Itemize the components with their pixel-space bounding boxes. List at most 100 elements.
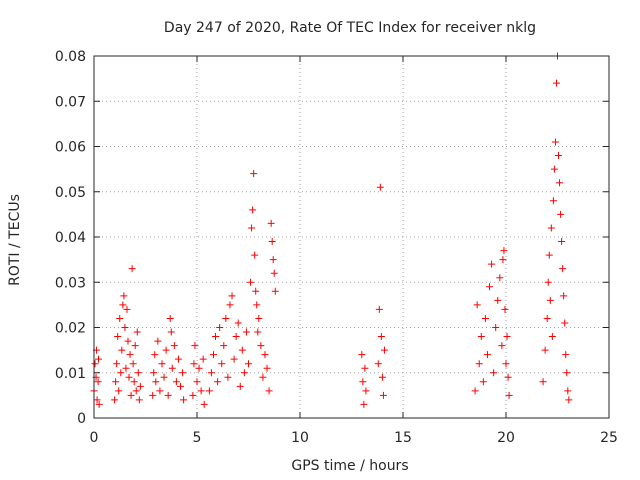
x-tick-label: 20 xyxy=(497,430,515,446)
data-point xyxy=(128,265,136,273)
data-point xyxy=(259,373,267,381)
data-point xyxy=(114,333,122,341)
data-point xyxy=(267,219,275,227)
data-point xyxy=(564,387,572,395)
data-point xyxy=(224,373,232,381)
data-point xyxy=(115,387,123,395)
data-point xyxy=(255,314,263,322)
y-tick-label: 0.01 xyxy=(55,366,86,382)
data-point xyxy=(379,391,387,399)
data-point xyxy=(197,387,205,395)
data-point xyxy=(214,378,222,386)
data-point xyxy=(561,319,569,327)
data-point xyxy=(166,314,174,322)
data-point xyxy=(269,256,277,264)
data-point xyxy=(228,292,236,300)
data-point xyxy=(551,138,559,146)
data-point xyxy=(209,351,217,359)
data-points xyxy=(90,52,573,408)
data-point xyxy=(552,79,560,87)
data-point xyxy=(471,387,479,395)
data-point xyxy=(172,378,180,386)
data-point xyxy=(151,351,159,359)
data-point xyxy=(230,355,238,363)
data-point xyxy=(479,378,487,386)
data-point xyxy=(562,351,570,359)
data-point xyxy=(362,387,370,395)
data-point xyxy=(180,396,188,404)
data-point xyxy=(559,265,567,273)
y-tick-label: 0 xyxy=(77,411,86,427)
data-point xyxy=(126,351,134,359)
data-point xyxy=(179,369,187,377)
data-point xyxy=(131,342,139,350)
data-point xyxy=(112,378,120,386)
data-point xyxy=(473,301,481,309)
data-point xyxy=(250,170,258,178)
data-point xyxy=(238,346,246,354)
data-point xyxy=(94,378,102,386)
y-tick-label: 0.07 xyxy=(55,94,86,110)
data-point xyxy=(502,360,510,368)
x-tick-label: 5 xyxy=(193,430,202,446)
data-point xyxy=(205,387,213,395)
data-point xyxy=(133,328,141,336)
data-point xyxy=(124,337,132,345)
data-point xyxy=(113,360,121,368)
data-point xyxy=(548,333,556,341)
data-point xyxy=(253,301,261,309)
data-point xyxy=(136,382,144,390)
data-point xyxy=(160,373,168,381)
data-point xyxy=(500,247,508,255)
data-point xyxy=(268,238,276,246)
data-point xyxy=(477,333,485,341)
data-point xyxy=(152,378,160,386)
y-tick-label: 0.05 xyxy=(55,185,86,201)
data-point xyxy=(162,346,170,354)
data-point xyxy=(220,342,228,350)
data-point xyxy=(200,400,208,408)
data-point xyxy=(167,328,175,336)
x-axis-ticks: 0 5 10 15 20 25 xyxy=(90,56,618,446)
data-point xyxy=(560,292,568,300)
data-point xyxy=(91,360,99,368)
data-point xyxy=(492,324,500,331)
data-point xyxy=(544,278,552,286)
y-tick-label: 0.08 xyxy=(55,49,86,65)
data-point xyxy=(543,314,551,322)
data-point xyxy=(563,369,571,377)
data-point xyxy=(375,305,383,313)
data-point xyxy=(111,396,119,404)
data-point xyxy=(556,179,564,187)
data-point xyxy=(191,342,199,350)
data-point xyxy=(546,296,554,304)
data-point xyxy=(261,351,269,359)
data-point xyxy=(254,328,262,336)
y-tick-label: 0.04 xyxy=(55,230,86,246)
x-tick-label: 0 xyxy=(90,430,99,446)
data-point xyxy=(177,382,185,390)
data-point xyxy=(93,396,101,404)
data-point xyxy=(501,305,509,313)
data-point xyxy=(174,355,182,363)
data-point xyxy=(158,360,166,368)
y-axis-label: ROTI / TECUs xyxy=(7,194,23,286)
data-point xyxy=(195,364,203,372)
data-point xyxy=(132,387,140,395)
data-point xyxy=(121,324,129,331)
data-point xyxy=(123,305,131,313)
data-point xyxy=(547,224,555,232)
data-point xyxy=(168,364,176,372)
data-point xyxy=(116,314,124,322)
data-point xyxy=(129,360,137,368)
data-point xyxy=(222,314,230,322)
y-tick-label: 0.02 xyxy=(55,321,86,337)
data-point xyxy=(125,373,133,381)
data-point xyxy=(120,292,128,300)
data-point xyxy=(374,360,382,368)
data-point xyxy=(545,251,553,259)
y-tick-label: 0.06 xyxy=(55,140,86,156)
data-point xyxy=(490,369,498,377)
data-point xyxy=(565,396,573,404)
